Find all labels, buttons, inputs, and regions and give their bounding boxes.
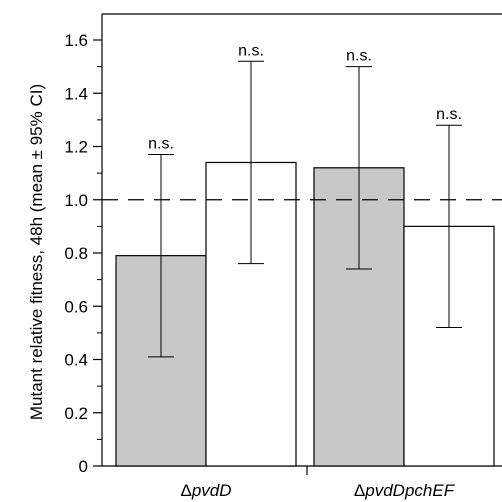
y-tick-label: 1.4 xyxy=(64,84,88,103)
significance-label: n.s. xyxy=(148,135,174,152)
y-tick-label: 0.8 xyxy=(64,244,88,263)
significance-label: n.s. xyxy=(346,48,372,65)
significance-label: n.s. xyxy=(436,106,462,123)
y-tick-label: 0.6 xyxy=(64,297,88,316)
y-tick-label: 1.2 xyxy=(64,138,88,157)
y-tick-label: 0.4 xyxy=(64,351,88,370)
category-label: ΔpvdDpchEF xyxy=(354,481,456,500)
y-axis-title: Mutant relative fitness, 48h (mean ± 95%… xyxy=(27,84,46,420)
y-tick-label: 0.2 xyxy=(64,404,88,423)
y-tick-label: 1.0 xyxy=(64,191,88,210)
y-tick-label: 0 xyxy=(79,457,88,476)
y-tick-label: 1.6 xyxy=(64,31,88,50)
significance-label: n.s. xyxy=(238,42,264,59)
bar xyxy=(313,167,405,467)
category-label: ΔpvdD xyxy=(180,481,231,500)
